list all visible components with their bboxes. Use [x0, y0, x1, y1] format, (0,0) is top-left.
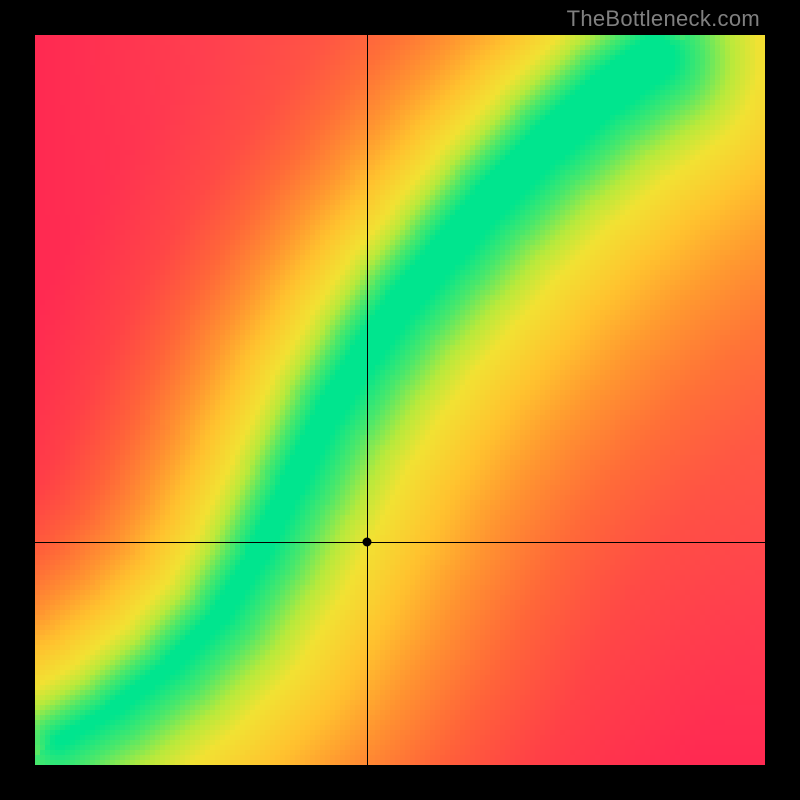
- watermark-text: TheBottleneck.com: [567, 6, 760, 32]
- chart-container: TheBottleneck.com: [0, 0, 800, 800]
- crosshair-horizontal: [35, 542, 765, 543]
- heatmap-canvas: [35, 35, 765, 765]
- plot-area: [35, 35, 765, 765]
- crosshair-vertical: [367, 35, 368, 765]
- crosshair-marker: [363, 538, 372, 547]
